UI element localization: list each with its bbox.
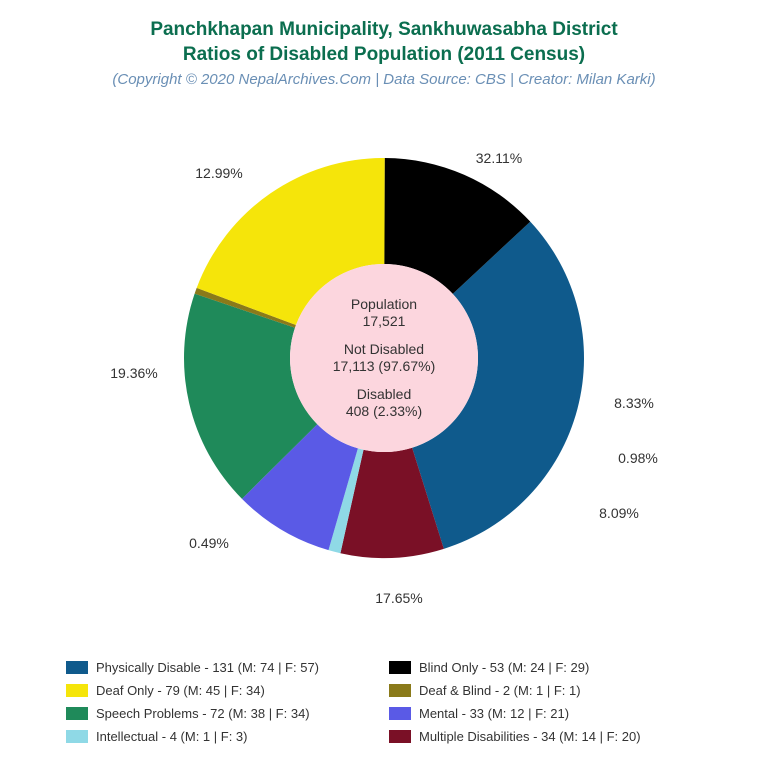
legend-swatch [389,730,411,743]
legend-swatch [66,707,88,720]
legend-item: Intellectual - 4 (M: 1 | F: 3) [66,729,379,744]
center-not-disabled-value: 17,113 (97.67%) [333,358,435,376]
legend-item: Mental - 33 (M: 12 | F: 21) [389,706,702,721]
legend-swatch [66,684,88,697]
legend-label: Mental - 33 (M: 12 | F: 21) [419,706,569,721]
legend-swatch [389,661,411,674]
legend-item: Deaf & Blind - 2 (M: 1 | F: 1) [389,683,702,698]
legend-item: Multiple Disabilities - 34 (M: 14 | F: 2… [389,729,702,744]
legend-item: Deaf Only - 79 (M: 45 | F: 34) [66,683,379,698]
donut-center: Population 17,521 Not Disabled 17,113 (9… [290,264,478,452]
legend-swatch [66,661,88,674]
slice-percent-label: 0.49% [189,535,229,551]
center-disabled: Disabled 408 (2.33%) [346,386,422,421]
center-not-disabled: Not Disabled 17,113 (97.67%) [333,341,435,376]
slice-percent-label: 8.09% [599,505,639,521]
center-not-disabled-label: Not Disabled [333,341,435,359]
legend-swatch [389,684,411,697]
legend-label: Deaf Only - 79 (M: 45 | F: 34) [96,683,265,698]
center-population: Population 17,521 [351,296,417,331]
legend-label: Multiple Disabilities - 34 (M: 14 | F: 2… [419,729,641,744]
slice-percent-label: 32.11% [476,150,522,166]
legend-item: Physically Disable - 131 (M: 74 | F: 57) [66,660,379,675]
legend-label: Deaf & Blind - 2 (M: 1 | F: 1) [419,683,581,698]
slice-percent-label: 12.99% [195,165,242,181]
title-line-1: Panchkhapan Municipality, Sankhuwasabha … [0,18,768,43]
legend-swatch [389,707,411,720]
legend-label: Intellectual - 4 (M: 1 | F: 3) [96,729,247,744]
slice-percent-label: 17.65% [375,590,422,606]
legend-label: Speech Problems - 72 (M: 38 | F: 34) [96,706,310,721]
center-population-label: Population [351,296,417,314]
legend-item: Blind Only - 53 (M: 24 | F: 29) [389,660,702,675]
legend-item: Speech Problems - 72 (M: 38 | F: 34) [66,706,379,721]
slice-percent-label: 8.33% [614,395,654,411]
legend-label: Blind Only - 53 (M: 24 | F: 29) [419,660,589,675]
subtitle: (Copyright © 2020 NepalArchives.Com | Da… [0,71,768,88]
slice-percent-label: 19.36% [110,365,157,381]
donut-chart: Population 17,521 Not Disabled 17,113 (9… [174,148,594,568]
center-population-value: 17,521 [351,313,417,331]
title-line-2: Ratios of Disabled Population (2011 Cens… [0,43,768,68]
center-disabled-label: Disabled [346,386,422,404]
slice-percent-label: 0.98% [618,450,658,466]
legend-label: Physically Disable - 131 (M: 74 | F: 57) [96,660,319,675]
chart-title-block: Panchkhapan Municipality, Sankhuwasabha … [0,0,768,88]
center-disabled-value: 408 (2.33%) [346,403,422,421]
legend: Physically Disable - 131 (M: 74 | F: 57)… [66,660,702,744]
legend-swatch [66,730,88,743]
